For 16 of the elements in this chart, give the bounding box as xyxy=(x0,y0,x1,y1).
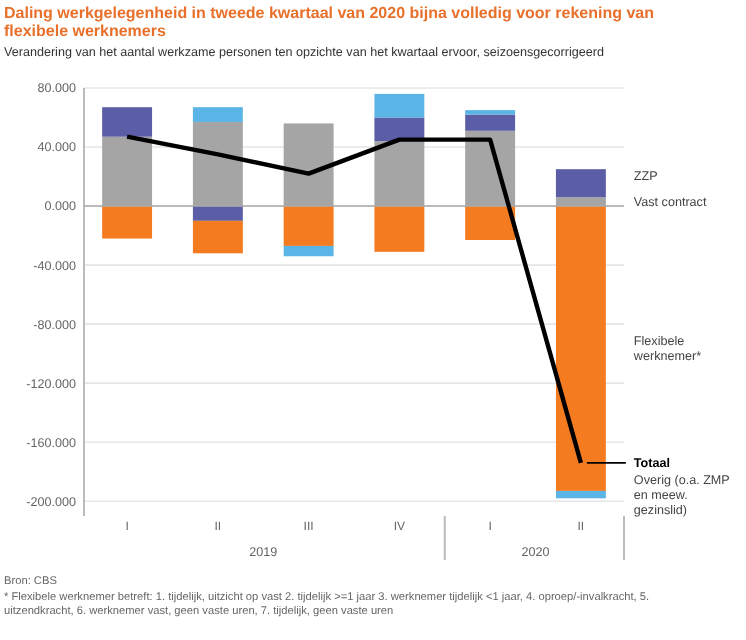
bar xyxy=(102,107,153,137)
bar xyxy=(555,169,606,198)
bar xyxy=(192,107,243,122)
bar xyxy=(192,206,243,221)
bar xyxy=(555,206,606,491)
bar xyxy=(465,206,516,241)
bar xyxy=(102,206,153,239)
bar xyxy=(555,490,606,499)
bar xyxy=(283,206,334,246)
bar xyxy=(374,206,425,252)
bar xyxy=(374,93,425,118)
line-series xyxy=(124,134,584,466)
chart-title: Daling werkgelegenheid in tweede kwartaal van 2020 bijna volledig voor rekening van flexibele werknemers xyxy=(4,4,655,40)
bar xyxy=(192,220,243,254)
bar xyxy=(465,114,516,131)
bar xyxy=(283,245,334,257)
